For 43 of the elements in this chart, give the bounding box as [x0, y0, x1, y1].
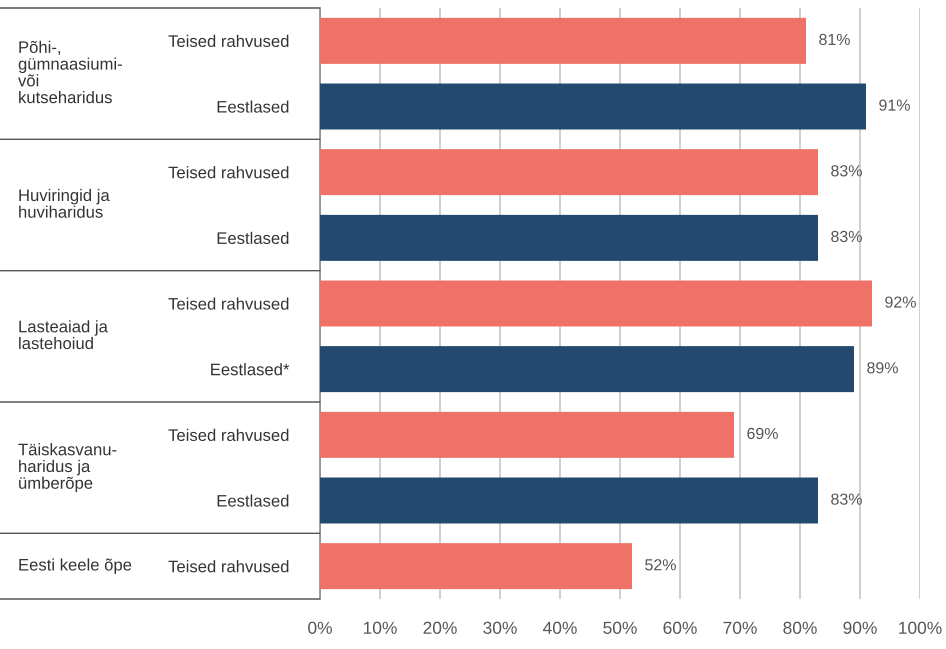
text: Eesti keele õpe — [19, 558, 132, 574]
bar — [320, 149, 818, 196]
bar — [320, 346, 854, 392]
data-label: 91% — [879, 99, 910, 111]
x-tick-label: 50% — [603, 622, 637, 634]
text: Põhi-, gümnaasiumi- või kutseharidus — [18, 40, 122, 104]
bar — [320, 280, 872, 326]
bar — [320, 543, 632, 590]
text: Huviringid ja huviharidus — [19, 188, 110, 218]
bar — [320, 478, 818, 524]
y-tick-label: Eestlased — [218, 232, 288, 244]
x-tick-label: 20% — [424, 622, 457, 634]
x-tick-label: 0% — [308, 622, 332, 634]
bar — [320, 214, 818, 261]
data-label: 52% — [645, 559, 676, 570]
data-label: 83% — [831, 165, 862, 176]
bar — [320, 412, 734, 458]
data-label: 81% — [819, 34, 850, 46]
x-tick-label: 40% — [543, 622, 577, 634]
y-tick-label: Teised rahvused — [168, 166, 288, 178]
data-label: 89% — [867, 362, 898, 374]
data-label: 83% — [831, 493, 862, 505]
bar — [320, 84, 866, 130]
bar — [320, 18, 806, 64]
y-tick-label: Eestlased* — [211, 363, 290, 376]
x-tick-label: 70% — [724, 622, 757, 634]
x-tick-label: 10% — [364, 622, 397, 634]
y-tick-label: Eestlased — [218, 494, 288, 507]
y-tick-label: Teised rahvused — [168, 297, 288, 310]
data-label: 69% — [747, 428, 778, 440]
data-label: 83% — [831, 230, 862, 242]
y-tick-label: Eestlased — [218, 100, 288, 113]
y-tick-label: Teised rahvused — [168, 34, 288, 48]
y-tick-label: Teised rahvused — [168, 560, 288, 572]
y-tick-label: Teised rahvused — [168, 428, 288, 442]
text: Täiskasvanu- haridus ja ümberõpe — [18, 443, 116, 492]
x-tick-label: 90% — [843, 622, 877, 634]
data-label: 92% — [885, 296, 916, 308]
x-tick-label: 60% — [664, 622, 697, 634]
x-tick-label: 100% — [899, 622, 942, 634]
x-tick-label: 80% — [783, 622, 817, 634]
text: Lasteaiad ja lastehoiud — [19, 320, 108, 350]
x-tick-label: 30% — [483, 622, 517, 634]
